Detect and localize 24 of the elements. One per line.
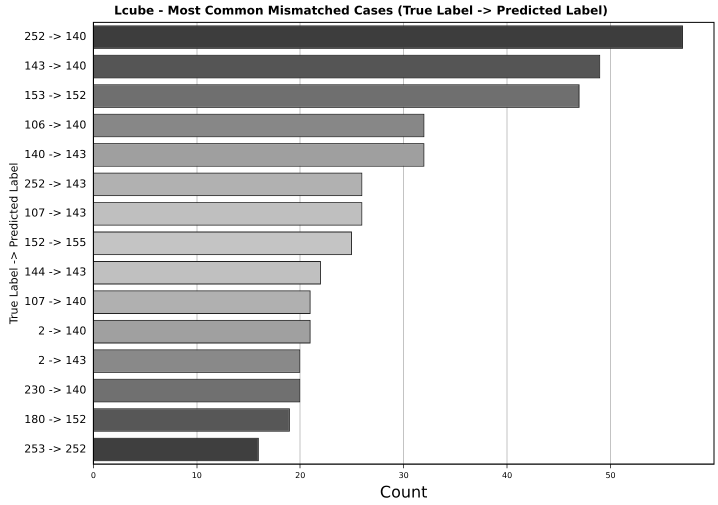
x-tick-label: 30 xyxy=(398,471,409,480)
y-tick-label: 153 -> 152 xyxy=(24,88,86,102)
y-tick-label: 144 -> 143 xyxy=(24,266,86,279)
x-tick-label: 40 xyxy=(502,471,512,480)
y-tick-label: 2 -> 140 xyxy=(38,324,86,338)
y-tick-label: 230 -> 140 xyxy=(24,383,86,396)
y-tick-label: 107 -> 140 xyxy=(24,295,86,308)
y-tick-label: 106 -> 140 xyxy=(24,118,86,132)
chart-title: Lcube - Most Common Mismatched Cases (True Label -> Predicted Label) xyxy=(114,3,608,18)
x-tick-label: 0 xyxy=(90,471,96,480)
y-tick-label: 143 -> 140 xyxy=(24,59,86,72)
y-tick-label: 180 -> 152 xyxy=(24,412,86,426)
y-tick-label: 140 -> 143 xyxy=(24,148,86,161)
y-axis-title: True Label -> Predicted Label xyxy=(7,162,20,326)
y-tick-label: 107 -> 143 xyxy=(24,206,86,220)
x-tick-label: 20 xyxy=(295,471,306,480)
x-axis-title: Count xyxy=(380,482,428,502)
y-tick-label: 152 -> 155 xyxy=(24,236,86,250)
y-tick-label: 253 -> 252 xyxy=(24,442,86,456)
y-tick-label: 2 -> 143 xyxy=(38,354,86,367)
y-tick-label: 252 -> 143 xyxy=(24,177,86,190)
x-tick-label: 10 xyxy=(192,471,202,480)
x-tick-label: 50 xyxy=(605,471,616,480)
y-tick-label: 252 -> 140 xyxy=(24,30,86,43)
